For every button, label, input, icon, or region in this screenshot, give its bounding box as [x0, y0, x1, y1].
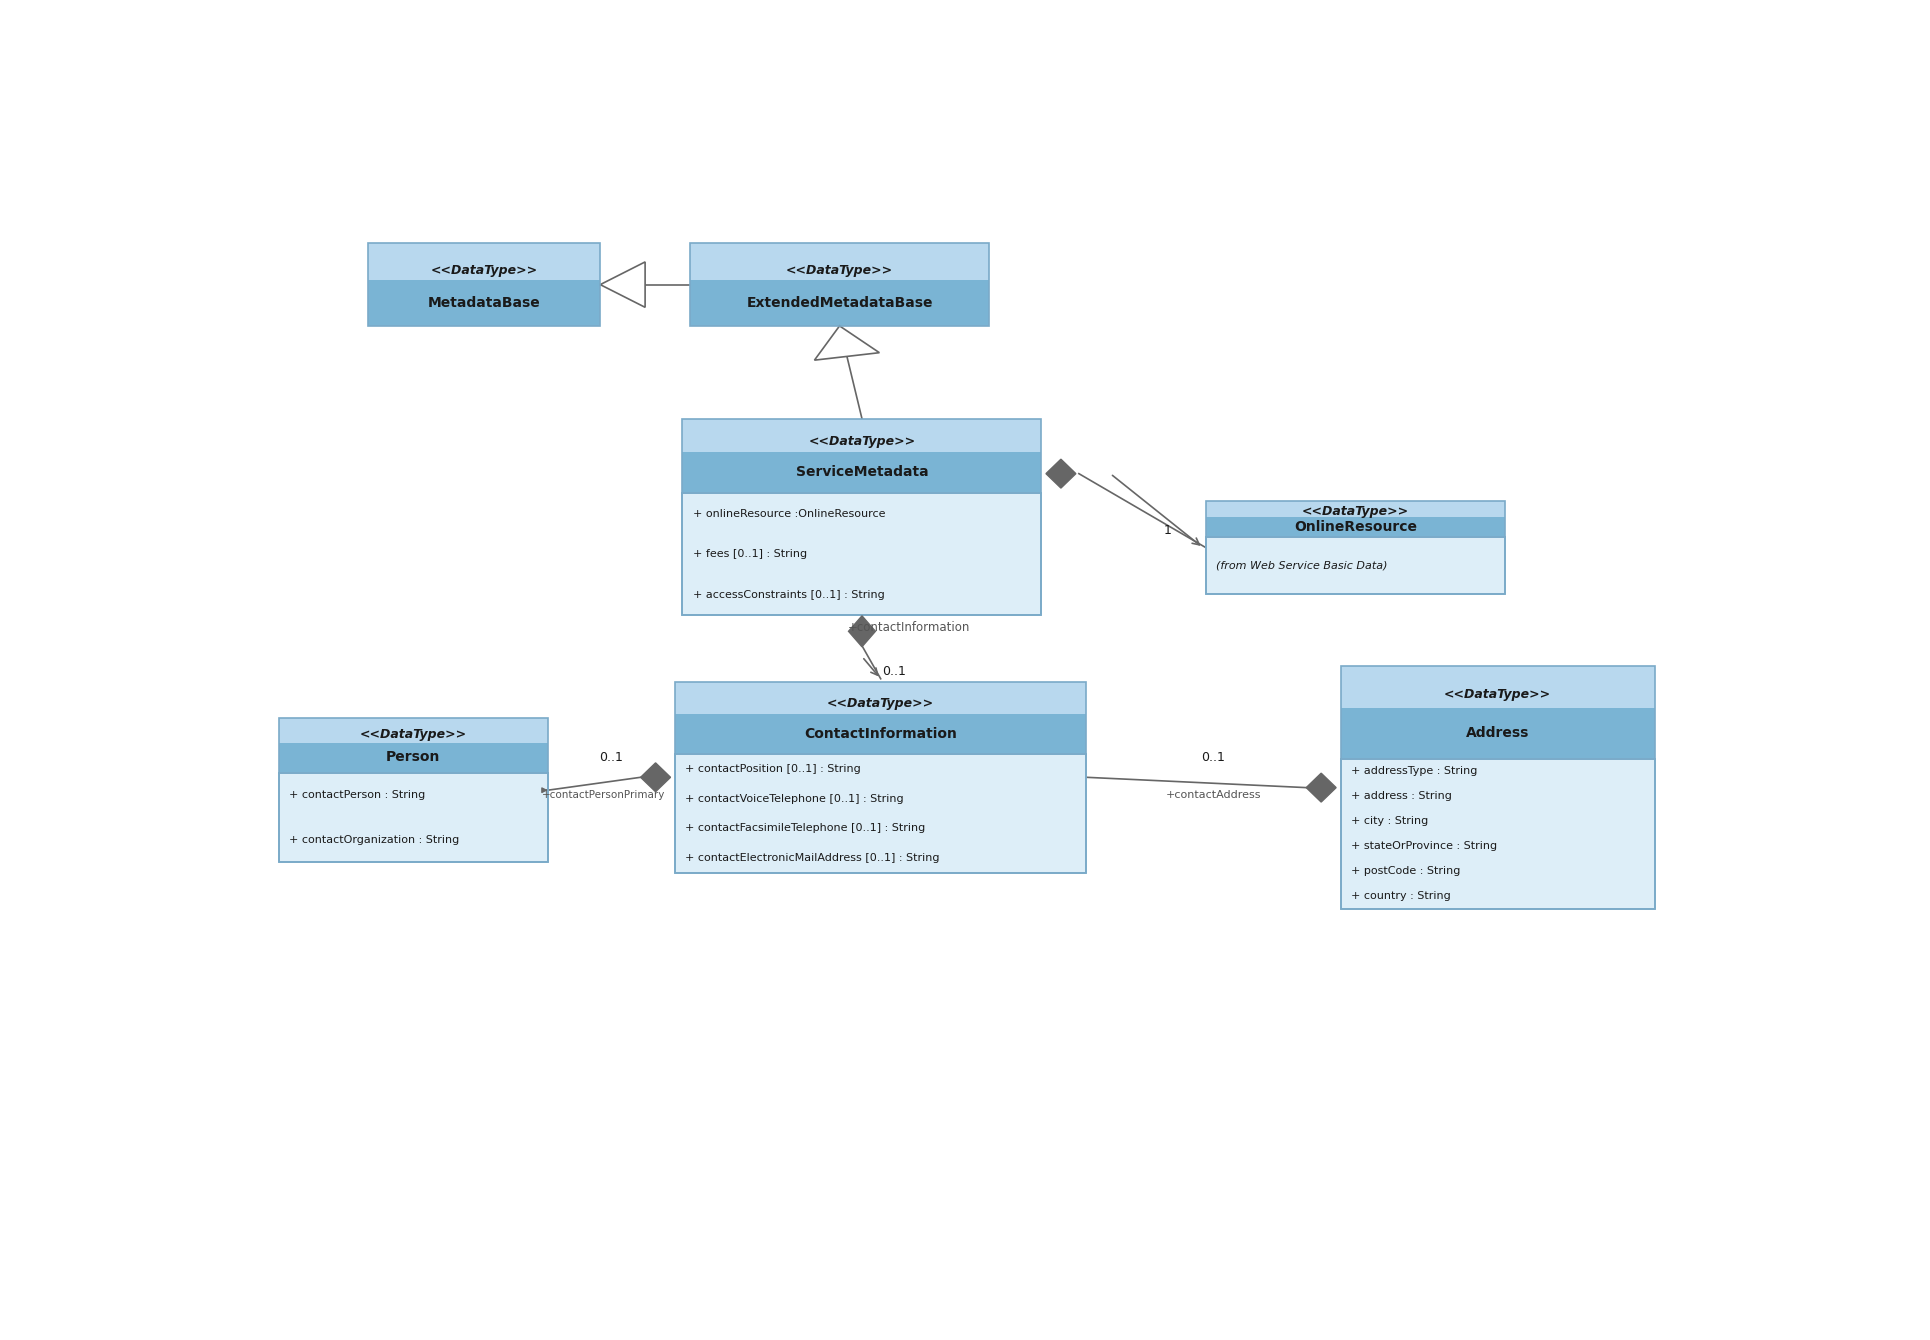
Bar	[676, 682, 1087, 872]
Polygon shape	[849, 616, 876, 647]
Bar	[683, 493, 1042, 615]
Text: + contactPosition [0..1] : String: + contactPosition [0..1] : String	[685, 764, 861, 775]
Text: ExtendedMetadataBase: ExtendedMetadataBase	[747, 296, 932, 310]
Text: (from Web Service Basic Data): (from Web Service Basic Data)	[1216, 560, 1388, 571]
Bar	[1206, 501, 1505, 594]
Polygon shape	[1307, 773, 1336, 803]
Polygon shape	[814, 326, 880, 360]
Text: + addressType : String: + addressType : String	[1351, 766, 1478, 776]
Polygon shape	[641, 762, 670, 792]
Bar	[676, 754, 1087, 872]
Bar	[278, 773, 548, 863]
Polygon shape	[600, 261, 645, 307]
Bar	[676, 714, 1087, 754]
Bar	[689, 280, 988, 326]
Bar	[369, 280, 600, 326]
Text: +contactAddress: +contactAddress	[1166, 791, 1260, 800]
Text: <<DataType>>: <<DataType>>	[828, 697, 934, 710]
Text: 1: 1	[1164, 524, 1172, 537]
Text: +contactPersonPrimary: +contactPersonPrimary	[542, 791, 666, 800]
Text: 0..1: 0..1	[882, 665, 905, 678]
Text: ContactInformation: ContactInformation	[805, 728, 957, 741]
Text: + contactOrganization : String: + contactOrganization : String	[290, 835, 459, 846]
Text: 0..1: 0..1	[1202, 750, 1226, 764]
Bar	[278, 718, 548, 863]
Bar	[1206, 517, 1505, 536]
Bar	[683, 418, 1042, 453]
Bar	[676, 682, 1087, 714]
Text: + contactPerson : String: + contactPerson : String	[290, 791, 425, 800]
Bar	[278, 718, 548, 742]
Text: + accessConstraints [0..1] : String: + accessConstraints [0..1] : String	[693, 590, 884, 599]
Bar	[1341, 708, 1654, 758]
Text: Person: Person	[386, 750, 440, 765]
Text: MetadataBase: MetadataBase	[428, 296, 540, 310]
Text: <<DataType>>: <<DataType>>	[786, 264, 894, 277]
Text: + country : String: + country : String	[1351, 891, 1451, 902]
Bar	[369, 244, 600, 280]
Text: <<DataType>>: <<DataType>>	[809, 434, 915, 448]
Bar	[689, 244, 988, 280]
Bar	[1341, 758, 1654, 909]
Bar	[689, 244, 988, 326]
Bar	[683, 453, 1042, 493]
Bar	[1206, 501, 1505, 517]
Text: + city : String: + city : String	[1351, 816, 1428, 827]
Text: + onlineResource :OnlineResource: + onlineResource :OnlineResource	[693, 508, 886, 519]
Text: 0..1: 0..1	[600, 750, 623, 764]
Text: + contactVoiceTelephone [0..1] : String: + contactVoiceTelephone [0..1] : String	[685, 793, 903, 804]
Bar	[278, 742, 548, 773]
Polygon shape	[1046, 460, 1075, 488]
Text: + fees [0..1] : String: + fees [0..1] : String	[693, 549, 807, 559]
Text: + address : String: + address : String	[1351, 791, 1451, 801]
Bar	[1341, 666, 1654, 909]
Text: + stateOrProvince : String: + stateOrProvince : String	[1351, 842, 1498, 851]
Text: + contactFacsimileTelephone [0..1] : String: + contactFacsimileTelephone [0..1] : Str…	[685, 823, 926, 833]
Text: <<DataType>>: <<DataType>>	[359, 728, 467, 741]
Text: + postCode : String: + postCode : String	[1351, 866, 1461, 876]
Text: <<DataType>>: <<DataType>>	[1444, 687, 1552, 701]
Text: +contactInformation: +contactInformation	[847, 620, 971, 634]
Text: + contactElectronicMailAddress [0..1] : String: + contactElectronicMailAddress [0..1] : …	[685, 854, 940, 863]
Text: Address: Address	[1467, 726, 1529, 740]
Bar	[683, 418, 1042, 615]
Text: <<DataType>>: <<DataType>>	[430, 264, 538, 277]
Text: ServiceMetadata: ServiceMetadata	[795, 465, 928, 480]
Text: <<DataType>>: <<DataType>>	[1303, 505, 1409, 519]
Bar	[369, 244, 600, 326]
Text: OnlineResource: OnlineResource	[1295, 520, 1417, 533]
Bar	[1206, 536, 1505, 594]
Bar	[1341, 666, 1654, 708]
